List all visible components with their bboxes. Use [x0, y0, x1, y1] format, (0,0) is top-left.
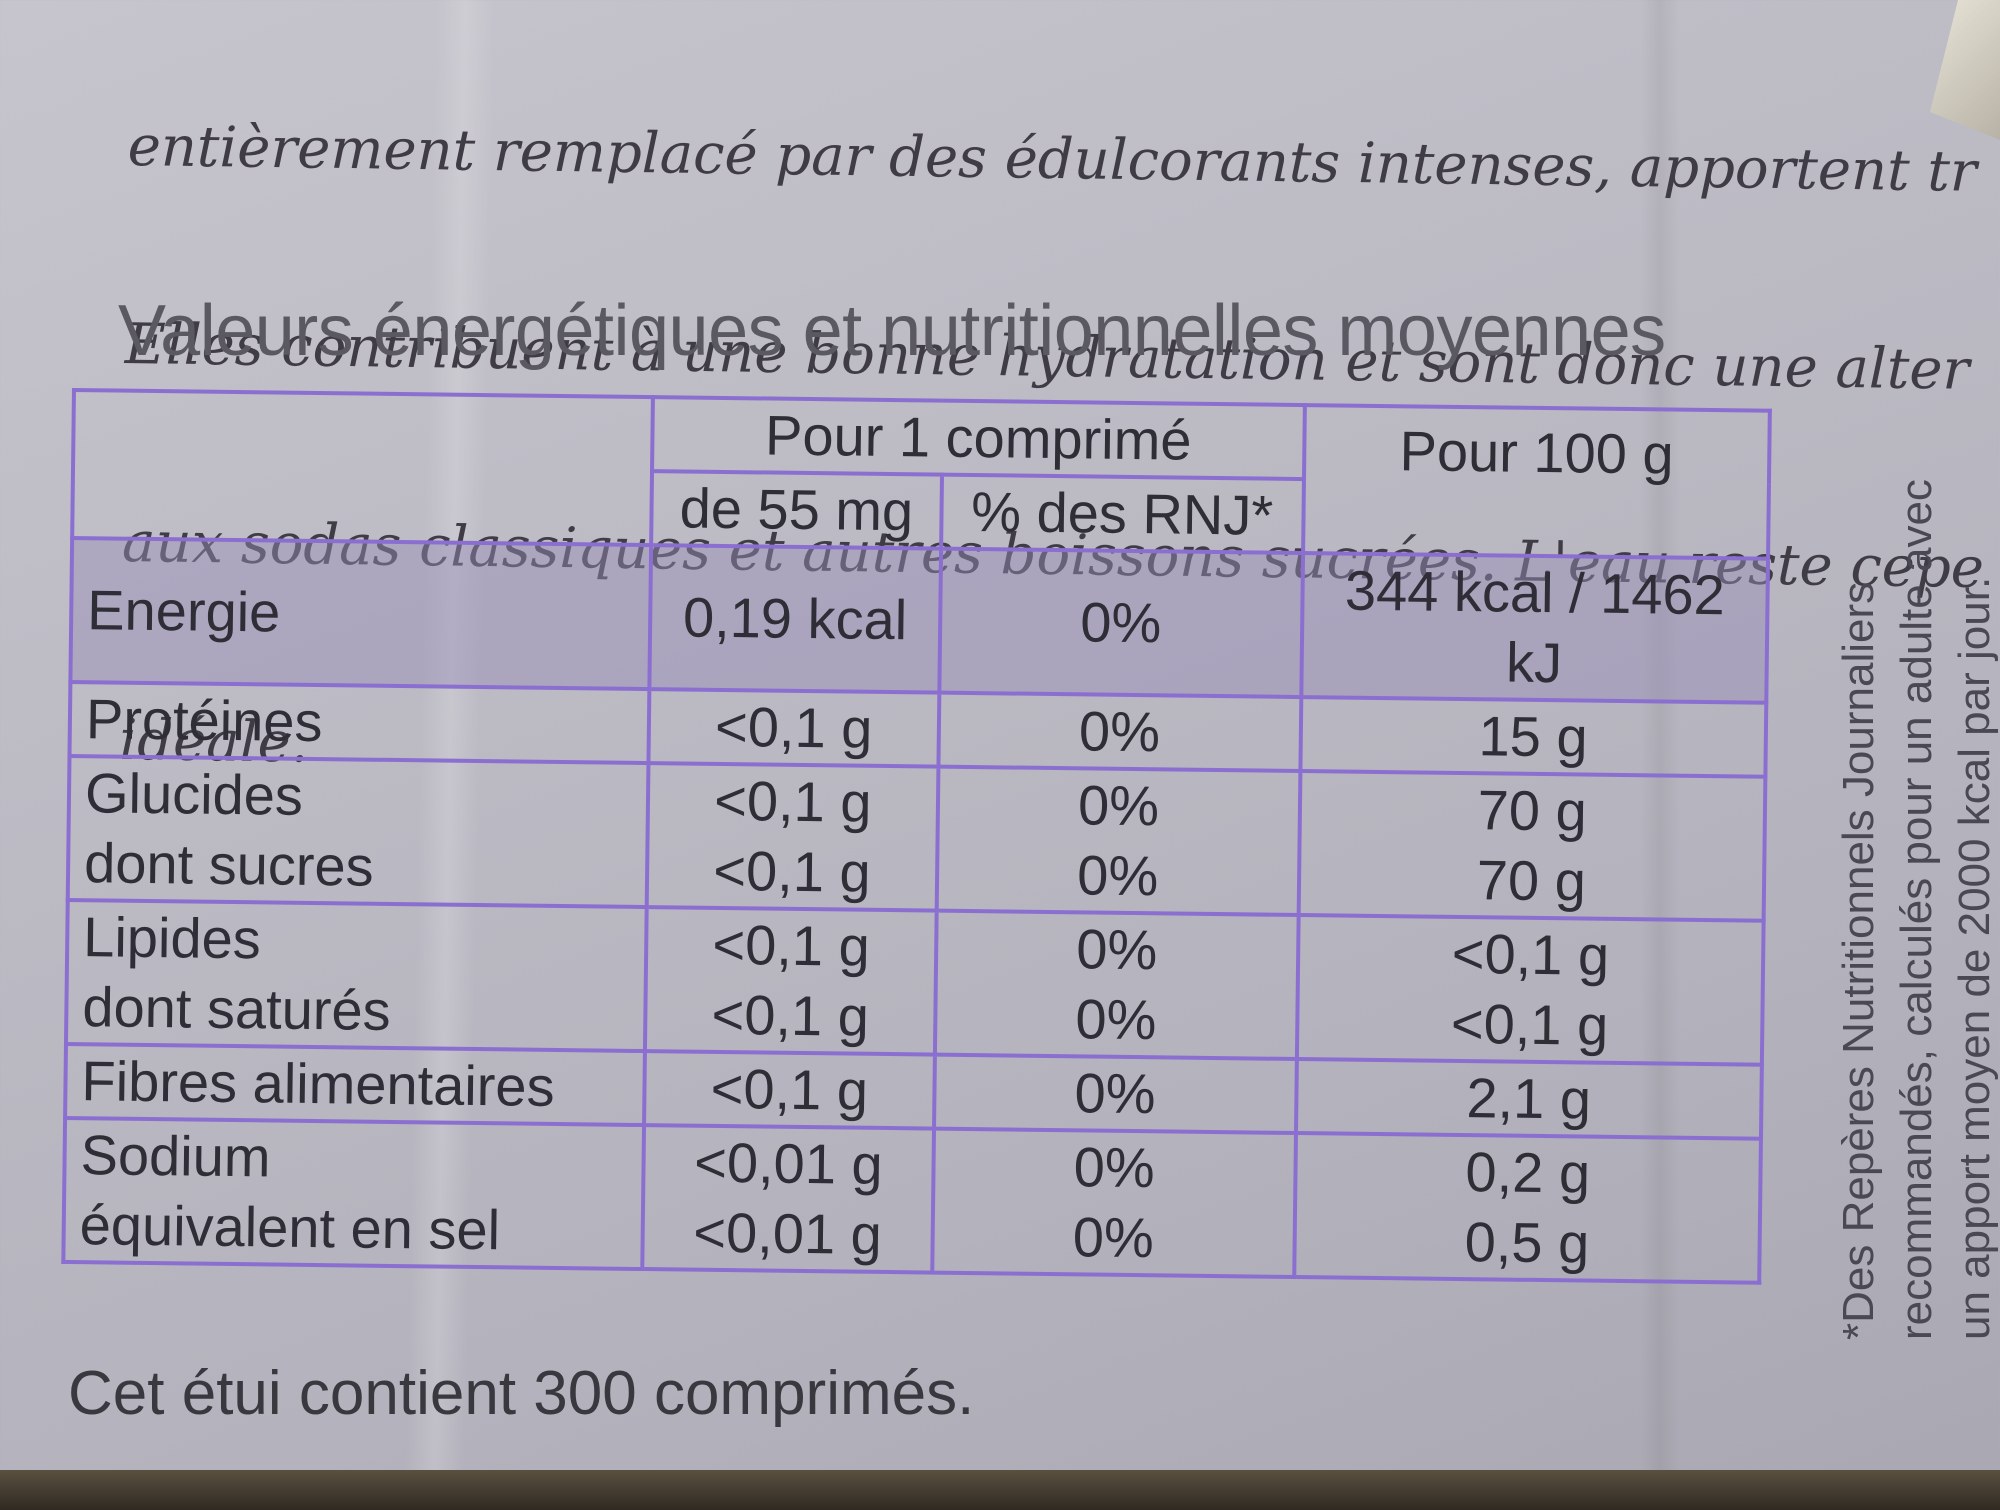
per-100g-value: 15 g	[1478, 704, 1589, 769]
per-100g-value: <0,1 g	[1450, 991, 1609, 1057]
rnj-value: 0%	[1072, 1205, 1155, 1270]
footnote-line: *Des Repères Nutritionnels Journaliers	[1834, 581, 1883, 1340]
per-100g-value: 344 kcal / 1462 kJ	[1344, 558, 1726, 695]
rnj-value-cell: 0%	[938, 548, 1303, 698]
rnj-value: 0%	[1078, 699, 1161, 764]
per-100g-value-cell: 344 kcal / 1462 kJ	[1300, 553, 1769, 703]
per-tablet-value: <0,1 g	[713, 768, 872, 834]
header-mass: de 55 mg	[651, 471, 942, 549]
per-100g-value-cell: 2,1 g	[1295, 1059, 1762, 1139]
nutrient-label: Lipides	[82, 905, 262, 971]
nutrition-table: Pour 1 comprimé Pour 100 g de 55 mg % de…	[61, 388, 1772, 1285]
per-100g-value: <0,1 g	[1451, 921, 1610, 987]
intro-line: entièrement remplacé par des édulcorants…	[127, 113, 1978, 205]
rnj-value-cell: 0% 0%	[934, 910, 1299, 1060]
rnj-value-cell: 0%	[938, 692, 1301, 772]
per-tablet-value: 0,19 kcal	[682, 585, 908, 652]
nutrient-label: Protéines	[85, 687, 323, 754]
per-100g-value-cell: 0,2 g 0,5 g	[1293, 1133, 1761, 1283]
per-100g-value: 70 g	[1476, 848, 1587, 913]
header-empty-cell	[72, 390, 654, 546]
per-tablet-value-cell: <0,01 g <0,01 g	[642, 1125, 934, 1273]
rnj-footnote: *Des Repères Nutritionnels Journaliers r…	[1830, 479, 2000, 1340]
per-tablet-value: <0,1 g	[712, 912, 871, 978]
nutrient-label: Fibres alimentaires	[81, 1049, 555, 1118]
nutrient-label-cell: Glucides dont sucres	[67, 755, 649, 908]
nutrient-label-cell: Protéines	[69, 682, 650, 764]
per-tablet-value-cell: <0,1 g	[644, 1051, 935, 1129]
per-tablet-value: <0,1 g	[714, 694, 873, 760]
per-tablet-value-cell: <0,1 g <0,1 g	[646, 763, 939, 911]
nutrient-label: dont sucres	[83, 831, 375, 898]
nutrient-label-cell: Sodium équivalent en sel	[63, 1117, 645, 1270]
per-100g-value-cell: 70 g 70 g	[1298, 771, 1766, 921]
package-edge	[0, 1470, 2000, 1510]
rnj-value: 0%	[1075, 987, 1157, 1052]
rnj-value: 0%	[1079, 590, 1162, 655]
nutrient-label-cell: Fibres alimentaires	[65, 1043, 646, 1126]
per-tablet-value-cell: <0,1 g <0,1 g	[645, 907, 937, 1055]
fold-crease-right	[1640, 0, 1680, 1500]
rnj-value-cell: 0%	[933, 1054, 1297, 1134]
per-100g-value: 2,1 g	[1466, 1066, 1592, 1131]
nutrient-row: Lipides dont saturés <0,1 g <0,1 g 0% 0% <0,1 …	[65, 899, 1764, 1065]
table-heading: Valeurs énergétiques et nutritionnelles …	[118, 291, 1666, 371]
rnj-value: 0%	[1075, 917, 1158, 982]
per-tablet-value: <0,1 g	[711, 982, 870, 1048]
per-tablet-value: <0,01 g	[693, 1200, 883, 1266]
per-100g-value: 0,2 g	[1465, 1140, 1591, 1205]
nutrient-label-cell: Energie	[70, 538, 652, 690]
rnj-value: 0%	[1076, 843, 1159, 908]
per-tablet-value: <0,01 g	[693, 1130, 884, 1196]
rnj-value: 0%	[1074, 1061, 1156, 1126]
per-100g-value-cell: 15 g	[1300, 697, 1767, 777]
rnj-value: 0%	[1077, 773, 1160, 838]
header-rnj: % des RNJ*	[940, 474, 1304, 554]
per-tablet-value-cell: 0,19 kcal	[649, 545, 941, 693]
per-tablet-value: <0,1 g	[713, 838, 872, 904]
nutrient-row: Sodium équivalent en sel <0,01 g <0,01 g 0% 0…	[63, 1117, 1761, 1283]
header-per-tablet: Pour 1 comprimé	[652, 397, 1305, 480]
per-100g-value: 70 g	[1477, 778, 1588, 843]
header-per-100g: Pour 100 g	[1302, 405, 1770, 559]
per-tablet-value: <0,1 g	[710, 1056, 869, 1122]
per-tablet-value-cell: <0,1 g	[648, 689, 939, 767]
nutrient-label: dont saturés	[82, 975, 392, 1042]
nutrient-label: équivalent en sel	[79, 1193, 501, 1262]
rnj-value-cell: 0% 0%	[931, 1128, 1296, 1277]
per-100g-value-cell: <0,1 g <0,1 g	[1296, 915, 1764, 1065]
nutrient-row: Energie 0,19 kcal 0% 344 kcal / 1462 kJ	[70, 538, 1769, 703]
footnote-line: recommandés, calculés pour un adulte ave…	[1892, 479, 1941, 1340]
nutrient-label: Sodium	[80, 1123, 271, 1189]
nutrient-label-cell: Lipides dont saturés	[65, 899, 647, 1052]
footnote-line: un apport moyen de 2000 kcal par jour.	[1950, 576, 1999, 1340]
nutrient-label: Energie	[86, 578, 281, 644]
package-count: Cet étui contient 300 comprimés.	[68, 1359, 975, 1428]
per-100g-value: 0,5 g	[1464, 1210, 1590, 1275]
rnj-value-cell: 0% 0%	[936, 766, 1301, 916]
nutrient-label: Glucides	[84, 761, 304, 827]
rnj-value: 0%	[1073, 1135, 1156, 1200]
